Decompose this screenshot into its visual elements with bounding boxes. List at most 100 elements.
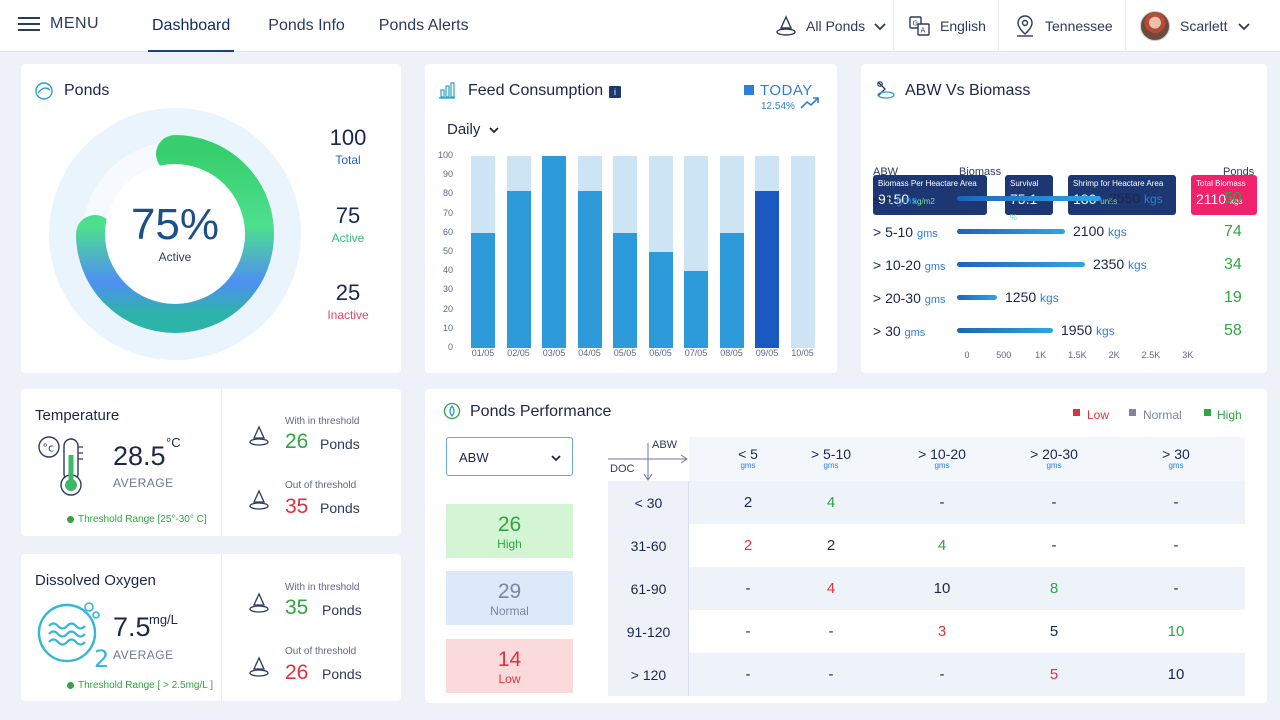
- abw-row: > 30 gms 1950 kgs 58: [861, 320, 1261, 340]
- donut-center: [105, 164, 245, 304]
- feed-plot-area: [471, 156, 821, 348]
- matrix-row-band: [689, 567, 1245, 610]
- feed-y-tick: 60: [442, 226, 453, 237]
- threshold-dot: [67, 516, 74, 523]
- matrix-cell[interactable]: 5: [1049, 666, 1059, 683]
- stat-label: Total Biomass: [1196, 179, 1246, 188]
- biomass-axis-tick: 2.5K: [1141, 350, 1161, 360]
- temp-out-value: 35: [285, 495, 309, 518]
- matrix-row-header: 91-120: [626, 623, 671, 640]
- matrix-cell[interactable]: -: [1173, 494, 1179, 511]
- matrix-cell[interactable]: -: [1173, 580, 1179, 597]
- biomass-col-header: Biomass: [959, 166, 1002, 178]
- feed-x-tick: 05/05: [613, 348, 637, 358]
- biomass-bar[interactable]: [957, 328, 1053, 333]
- matrix-cell[interactable]: 4: [826, 494, 836, 511]
- pond-icon: [249, 489, 269, 510]
- stat-shrimp-per-area: Shrimp for Heactare Area 180 units: [1068, 175, 1176, 215]
- bar-chart-icon: [439, 82, 455, 99]
- matrix-cell[interactable]: 5: [1049, 623, 1059, 640]
- feed-bar-06-05[interactable]: [648, 156, 673, 348]
- biomass-bar[interactable]: [957, 229, 1065, 234]
- summary-normal-label: Normal: [490, 604, 529, 618]
- biomass-value: 2550 kgs: [1109, 190, 1163, 206]
- info-icon[interactable]: i: [609, 86, 621, 98]
- matrix-cell[interactable]: 2: [743, 494, 753, 511]
- svg-text:G: G: [913, 20, 918, 28]
- matrix-cell[interactable]: -: [1051, 537, 1057, 554]
- location-selector[interactable]: Tennessee: [998, 0, 1113, 52]
- temp-within-value: 26: [285, 430, 309, 453]
- matrix-cell[interactable]: -: [745, 580, 751, 597]
- matrix-cell[interactable]: -: [745, 623, 751, 640]
- user-menu[interactable]: Scarlett: [1125, 0, 1251, 52]
- corner-doc: DOC: [610, 463, 635, 475]
- matrix-cell[interactable]: -: [1051, 494, 1057, 511]
- feed-bar-10-05[interactable]: [790, 156, 815, 348]
- stat-value: 9150: [878, 191, 910, 207]
- matrix-cell[interactable]: 2: [743, 537, 753, 554]
- feed-bar-04-05[interactable]: [577, 156, 602, 348]
- matrix-cell[interactable]: 10: [933, 580, 951, 597]
- pond-icon: [249, 592, 269, 613]
- matrix-cell[interactable]: 10: [1167, 623, 1185, 640]
- biomass-bar[interactable]: [957, 295, 997, 300]
- oxy-within-label: With in threshold: [285, 582, 360, 593]
- abw-row: > 10-20 gms 2350 kgs 34: [861, 254, 1261, 274]
- matrix-cell[interactable]: -: [828, 623, 834, 640]
- matrix-col-unit: gms: [1168, 461, 1184, 470]
- tab-ponds-alerts[interactable]: Ponds Alerts: [378, 17, 469, 34]
- oxy-out-label: Out of threshold: [285, 646, 357, 657]
- feed-bar-03-05[interactable]: [542, 156, 566, 348]
- matrix-cell[interactable]: -: [1173, 537, 1179, 554]
- feed-bar-02-05[interactable]: [506, 156, 531, 348]
- matrix-cell[interactable]: 3: [937, 623, 947, 640]
- matrix-cell[interactable]: 4: [826, 580, 836, 597]
- summary-normal-value: 29: [497, 580, 522, 603]
- matrix-cell[interactable]: -: [939, 494, 945, 511]
- abw-range: > 5-10 gms: [873, 224, 938, 240]
- stat-unit: units: [1100, 197, 1118, 206]
- matrix-cell[interactable]: 10: [1167, 666, 1185, 683]
- tab-ponds-info[interactable]: Ponds Info: [268, 17, 345, 34]
- pond-selector[interactable]: All Ponds: [760, 0, 887, 52]
- matrix-cell[interactable]: -: [745, 666, 751, 683]
- stat-biomass-per-area: Biomass Per Heactare Area 9150 kg/m2: [873, 175, 987, 215]
- matrix-cell[interactable]: 4: [937, 537, 947, 554]
- matrix-cell[interactable]: -: [828, 666, 834, 683]
- matrix-cell[interactable]: 8: [1049, 580, 1059, 597]
- biomass-bar[interactable]: [957, 196, 1101, 201]
- feed-x-tick: 03/05: [542, 348, 566, 358]
- matrix-col-header: > 30 gms: [1121, 447, 1231, 470]
- matrix-cell[interactable]: 2: [826, 537, 836, 554]
- trend-up-icon: [800, 97, 819, 109]
- ponds-active-label: Active: [331, 231, 365, 245]
- donut-active-arc: [76, 135, 274, 333]
- ponds-active: 75 Active: [318, 203, 378, 245]
- performance-leaf-icon: [443, 402, 461, 420]
- period-dropdown[interactable]: Daily: [447, 121, 500, 138]
- abw-ponds-count: 19: [1224, 289, 1242, 306]
- oxy-out-ponds: Ponds: [322, 666, 362, 682]
- biomass-bar[interactable]: [957, 262, 1085, 267]
- temperature-threshold: Threshold Range [25°-30° C]: [78, 514, 207, 525]
- metric-select[interactable]: ABW: [446, 437, 573, 476]
- feed-y-tick: 100: [437, 150, 453, 160]
- abw-card: ABW Vs Biomass Biomass Per Heactare Area…: [861, 64, 1267, 373]
- matrix-row-band: [689, 653, 1245, 696]
- abw-range-text: > 30: [873, 323, 905, 339]
- feed-bar-07-05[interactable]: [684, 156, 708, 348]
- legend-high-swatch: [1204, 409, 1211, 416]
- feed-bar-01-05[interactable]: [471, 156, 495, 348]
- temperature-title: Temperature: [35, 407, 120, 424]
- feed-bar-08-05[interactable]: [719, 156, 744, 348]
- matrix-cell[interactable]: -: [939, 666, 945, 683]
- matrix-col-label: > 5-10: [810, 446, 852, 462]
- feed-bar-05-05[interactable]: [613, 156, 637, 348]
- abw-range-text: ≤ 5: [873, 191, 897, 207]
- feed-bar-09-05[interactable]: [755, 156, 779, 348]
- tab-dashboard[interactable]: Dashboard: [148, 0, 235, 52]
- menu-button[interactable]: MENU: [18, 15, 99, 33]
